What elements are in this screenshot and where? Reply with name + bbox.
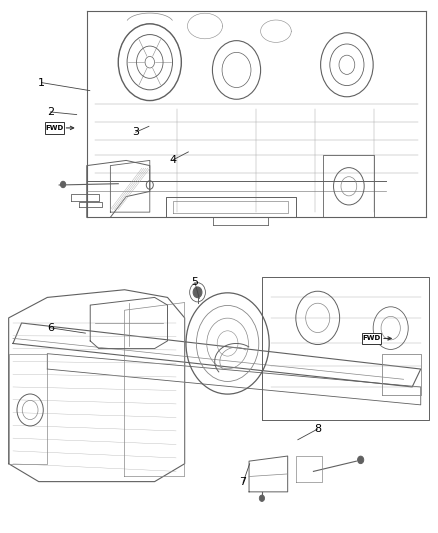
Text: FWD: FWD bbox=[363, 335, 381, 342]
Text: 6: 6 bbox=[47, 323, 54, 333]
Circle shape bbox=[357, 456, 364, 464]
Circle shape bbox=[60, 181, 66, 188]
Text: 2: 2 bbox=[47, 107, 54, 117]
Text: FWD: FWD bbox=[45, 125, 63, 131]
Bar bbox=[45, 122, 64, 134]
Bar bbox=[362, 333, 381, 344]
Circle shape bbox=[193, 287, 202, 297]
Text: 4: 4 bbox=[170, 155, 177, 165]
Text: 5: 5 bbox=[191, 278, 198, 287]
Text: 7: 7 bbox=[240, 478, 247, 487]
Text: 8: 8 bbox=[314, 424, 321, 434]
Circle shape bbox=[259, 495, 265, 502]
Text: 3: 3 bbox=[132, 127, 139, 137]
Text: 1: 1 bbox=[38, 78, 45, 87]
